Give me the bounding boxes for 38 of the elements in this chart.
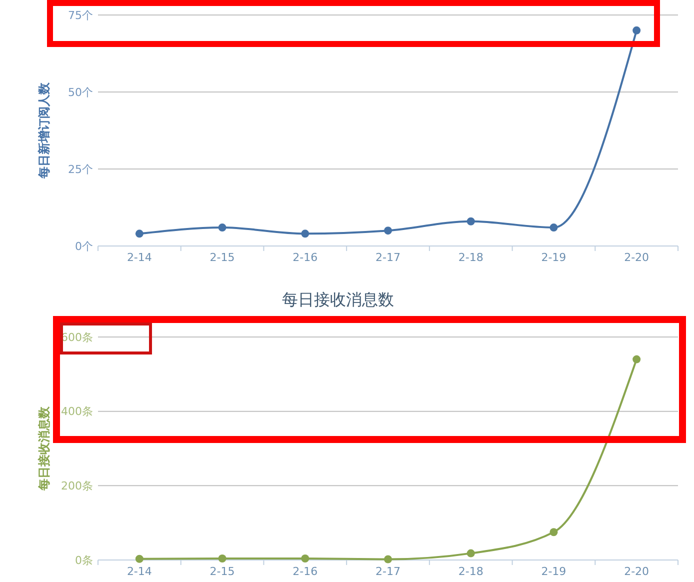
point [384, 226, 392, 235]
y-tick-label: 25个 [68, 162, 93, 176]
x-tick-label: 2-17 [376, 565, 400, 578]
point [550, 528, 558, 536]
x-tick-label: 2-14 [126, 565, 152, 578]
y-tick-label: 0条 [75, 554, 93, 567]
x-tick-label: 2-17 [376, 251, 400, 264]
point [632, 26, 641, 34]
y-axis-title: 每日接收消息数 [37, 406, 51, 492]
point [301, 230, 310, 238]
y-axis-title: 每日新增订阅人数 [37, 82, 51, 180]
point [466, 217, 475, 226]
y-tick-label: 75个 [68, 8, 93, 22]
x-tick-label: 2-16 [292, 251, 318, 264]
point [135, 554, 144, 563]
point [218, 554, 226, 563]
point [218, 224, 226, 232]
x-tick-label: 2-20 [624, 565, 650, 578]
x-tick-label: 2-19 [541, 565, 566, 578]
point [135, 230, 144, 238]
point [632, 355, 641, 364]
point [301, 554, 310, 563]
y-tick-label: 400条 [61, 405, 93, 418]
y-tick-label: 50个 [68, 86, 93, 99]
x-tick-label: 2-19 [541, 251, 566, 264]
y-tick-label: 0个 [75, 240, 93, 253]
x-tick-label: 2-15 [210, 251, 235, 264]
x-tick-label: 2-14 [126, 251, 152, 264]
x-tick-label: 2-16 [292, 565, 318, 578]
x-tick-label: 2-20 [624, 251, 650, 264]
chart-title: 每日接收消息数 [282, 290, 394, 309]
x-tick-label: 2-18 [458, 251, 484, 264]
y-tick-label: 200条 [61, 480, 93, 493]
point [466, 549, 475, 558]
point [550, 224, 558, 232]
point [384, 555, 392, 564]
x-tick-label: 2-15 [210, 565, 235, 578]
x-tick-label: 2-18 [458, 565, 484, 578]
